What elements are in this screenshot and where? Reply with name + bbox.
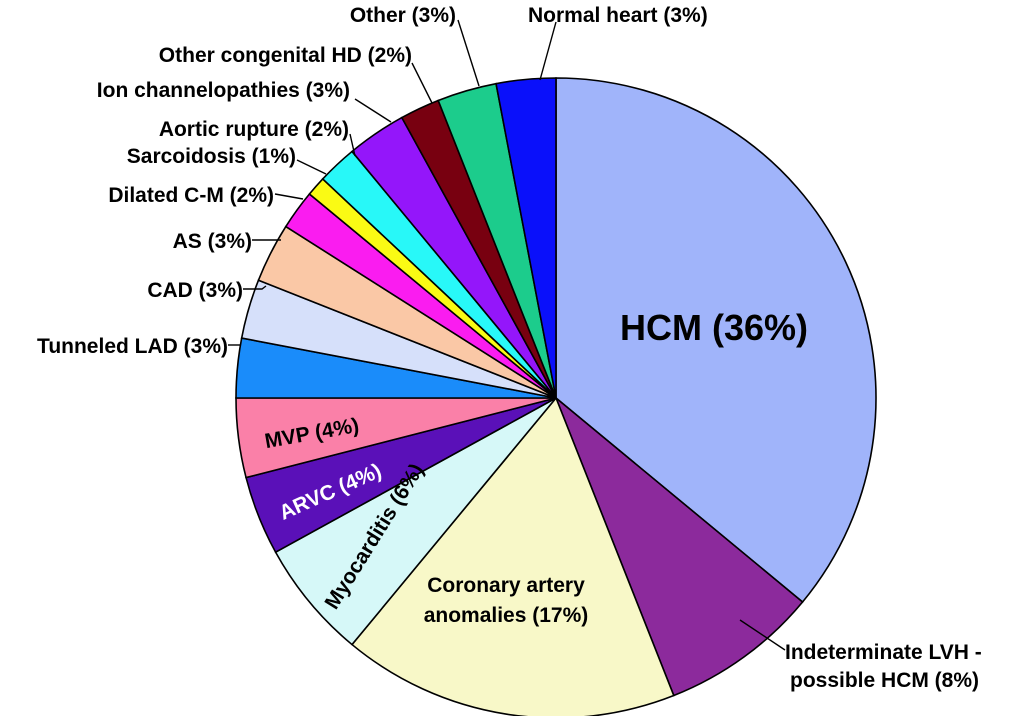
label-other-congenital-hd: Other congenital HD (2%): [159, 44, 412, 67]
label-dilated-cm: Dilated C-M (2%): [108, 184, 274, 207]
leader-ion-channelopathies: [354, 98, 392, 123]
leader-other-congenital-hd: [411, 62, 433, 104]
leader-aortic-rupture: [349, 133, 356, 157]
label-sarcoidosis: Sarcoidosis (1%): [127, 145, 296, 168]
label-hcm: HCM (36%): [620, 307, 808, 348]
leader-indeterminate: [739, 619, 786, 651]
label-indeterminate-line2: possible HCM (8%): [790, 669, 979, 692]
pie-slices: [235, 77, 877, 716]
slice-hcm: [555, 77, 877, 604]
slice-normal-heart: [495, 77, 557, 399]
label-tunneled-lad: Tunneled LAD (3%): [37, 335, 228, 358]
label-as: AS (3%): [173, 230, 252, 253]
label-other: Other (3%): [350, 4, 456, 27]
leader-lines: [228, 19, 786, 651]
slice-coronary-artery-anomalies: [350, 396, 675, 716]
leader-sarcoidosis: [296, 159, 327, 175]
leader-other: [457, 19, 480, 87]
label-indeterminate-line1: Indeterminate LVH -: [785, 641, 982, 664]
leader-cad: [243, 285, 267, 290]
label-ion-channelopathies: Ion channelopathies (3%): [97, 79, 350, 102]
label-normal-heart: Normal heart (3%): [528, 4, 708, 27]
label-aortic-rupture: Aortic rupture (2%): [159, 118, 349, 141]
leader-dilated-cm: [274, 193, 304, 200]
label-coronary-line1: Coronary artery: [427, 574, 585, 597]
label-cad: CAD (3%): [147, 279, 243, 302]
label-coronary-line2: anomalies (17%): [424, 604, 589, 627]
leader-normal-heart: [539, 21, 557, 81]
slice-myocarditis: [274, 397, 557, 646]
